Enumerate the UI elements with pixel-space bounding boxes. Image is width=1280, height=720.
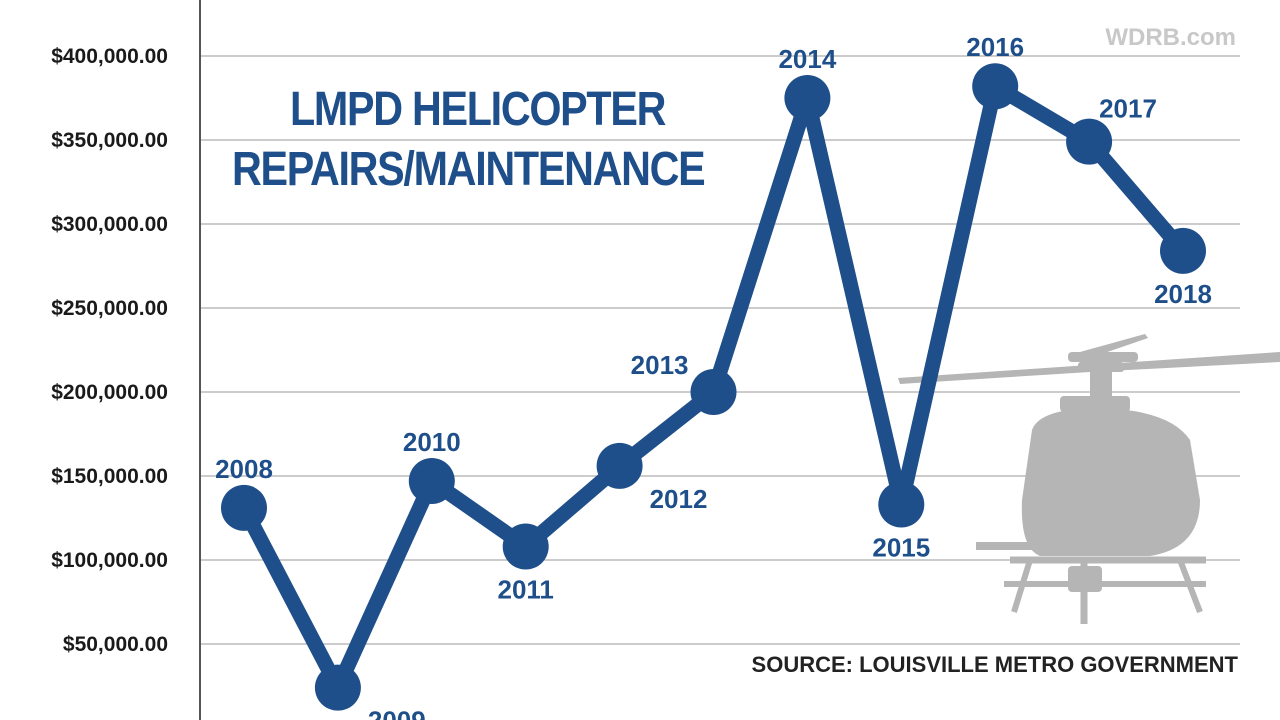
- chart-title-line-1: LMPD HELICOPTER: [290, 83, 666, 136]
- data-point-2008: [221, 484, 267, 531]
- data-point-2017: [1066, 118, 1113, 165]
- point-label-2011: 2011: [497, 575, 553, 605]
- point-label-2010: 2010: [403, 427, 461, 457]
- point-label-2012: 2012: [650, 484, 708, 514]
- point-label-2014: 2014: [778, 44, 836, 74]
- y-tick-label: $150,000.00: [51, 465, 168, 488]
- point-labels: 2008 2009 2010 2011 2012 2013 2014 2015 2016 2017…: [215, 32, 1212, 720]
- point-label-2015: 2015: [872, 533, 930, 563]
- y-tick-label: $350,000.00: [51, 129, 168, 152]
- data-point-2016: [972, 63, 1019, 110]
- y-tick-label: $100,000.00: [51, 549, 168, 572]
- data-point-2010: [408, 458, 455, 505]
- source-note: SOURCE: LOUISVILLE METRO GOVERNMENT: [751, 652, 1238, 677]
- data-point-2011: [502, 523, 549, 570]
- point-label-2009: 2009: [368, 706, 426, 720]
- y-tick-label: $200,000.00: [51, 381, 168, 404]
- data-point-2015: [878, 481, 925, 528]
- point-label-2016: 2016: [966, 32, 1024, 62]
- helicopter-image: [898, 334, 1280, 624]
- data-point-2018: [1160, 227, 1206, 274]
- data-point-2013: [690, 369, 737, 415]
- point-label-2018: 2018: [1154, 279, 1212, 309]
- point-label-2008: 2008: [215, 454, 273, 484]
- point-label-2013: 2013: [631, 350, 689, 380]
- y-tick-label: $50,000.00: [63, 633, 168, 656]
- watermark: WDRB.com: [1105, 24, 1236, 51]
- y-tick-label: $300,000.00: [51, 213, 168, 236]
- data-points: [221, 63, 1206, 711]
- point-label-2017: 2017: [1099, 94, 1157, 124]
- data-point-2009: [314, 664, 361, 711]
- gridlines: [200, 55, 1240, 645]
- y-tick-label: $400,000.00: [51, 45, 168, 68]
- data-point-2014: [784, 75, 831, 121]
- chart-title-line-2: REPAIRS/MAINTENANCE: [232, 143, 706, 196]
- y-tick-label: $250,000.00: [51, 297, 168, 320]
- y-tick-labels: $50,000.00 $100,000.00 $150,000.00 $200,000…: [51, 45, 168, 656]
- data-point-2012: [596, 442, 643, 489]
